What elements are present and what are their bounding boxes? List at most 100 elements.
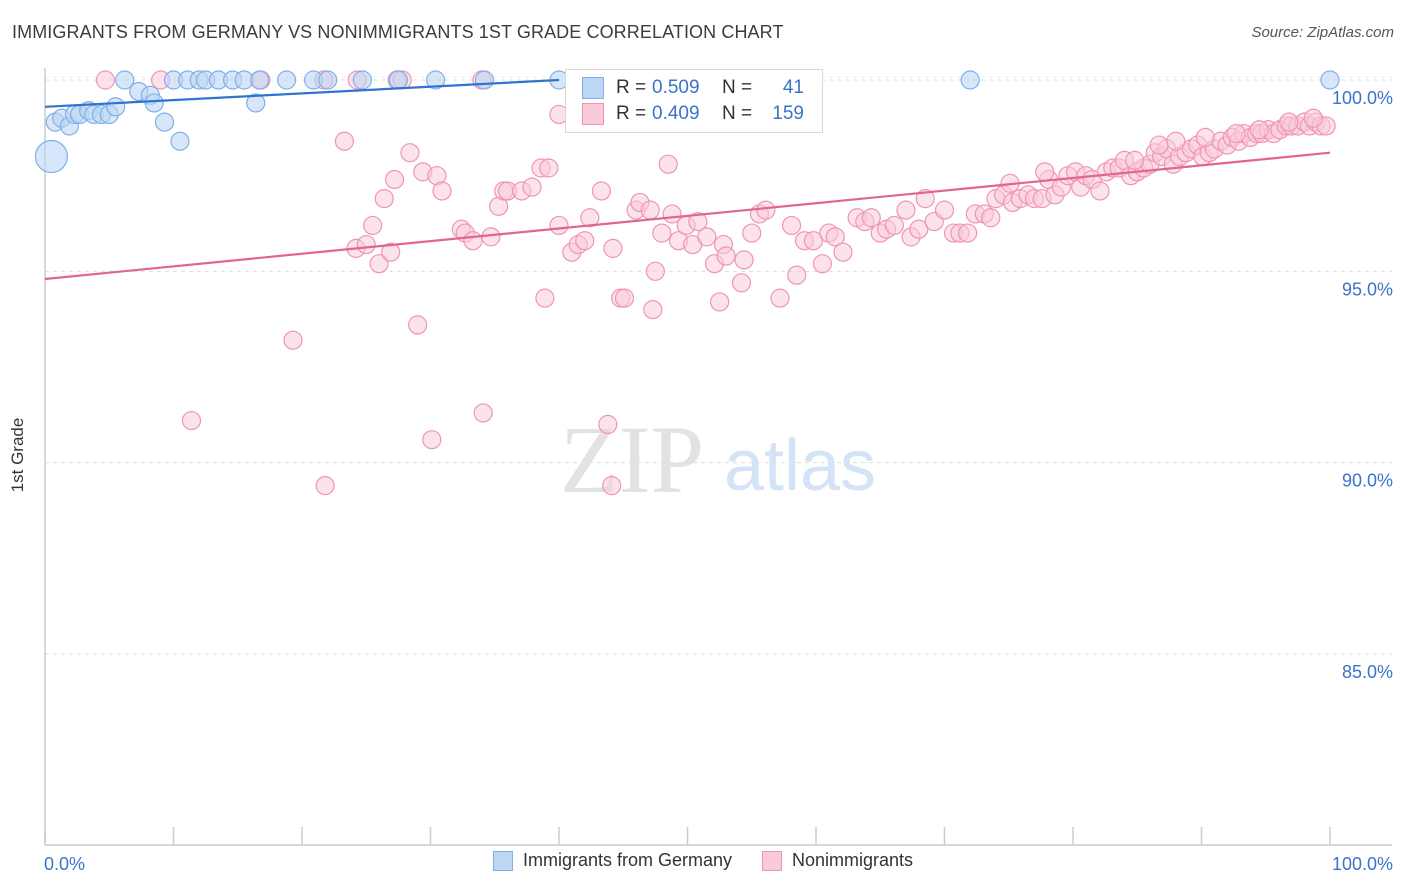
chart-title: IMMIGRANTS FROM GERMANY VS NONIMMIGRANTS… — [12, 22, 784, 42]
watermark: ZIP atlas — [560, 406, 876, 513]
r-value: 0.409 — [652, 103, 700, 124]
nonimmigrant-point — [1125, 150, 1145, 170]
nonimmigrants-points — [95, 70, 1336, 496]
immigrant-point — [115, 70, 135, 90]
nonimmigrant-point — [463, 231, 483, 251]
immigrant-point — [154, 112, 175, 132]
nonimmigrant-point — [861, 208, 881, 228]
nonimmigrant-point — [602, 476, 622, 496]
nonimmigrant-point — [422, 430, 442, 450]
nonimmigrant-point — [522, 177, 542, 197]
immigrant-point — [34, 139, 69, 174]
nonimmigrant-point — [770, 288, 790, 308]
nonimmigrant-point — [408, 315, 428, 335]
nonimmigrant-point — [598, 414, 618, 434]
immigrant-point — [960, 70, 980, 90]
nonimmigrant-point — [915, 189, 935, 209]
axes — [44, 68, 1392, 846]
legend-label: Nonimmigrants — [792, 850, 914, 870]
source-label: Source: ZipAtlas.com — [1251, 24, 1394, 41]
nonimmigrant-point — [756, 200, 776, 220]
nonimmigrant-point — [958, 223, 978, 243]
nonimmigrant-point — [473, 403, 493, 423]
nonimmigrant-point — [356, 234, 376, 255]
nonimmigrant-point — [731, 273, 752, 293]
watermark-atlas: atlas — [724, 426, 876, 506]
immigrant-point — [170, 131, 190, 151]
nonimmigrant-point — [812, 254, 833, 274]
immigrant-point — [474, 70, 495, 90]
nonimmigrant-point — [369, 254, 389, 274]
nonimmigrant-point — [384, 169, 405, 190]
legend-item-immigrants[interactable]: Immigrants from Germany — [492, 850, 732, 871]
legend: Immigrants from Germany Nonimmigrants — [0, 850, 1406, 871]
legend-swatch-pink — [762, 850, 782, 871]
nonimmigrant-point — [432, 181, 452, 201]
nonimmigrant-point — [283, 330, 303, 350]
nonimmigrants-trend-line — [44, 151, 1331, 281]
nonimmigrant-point — [658, 154, 678, 174]
immigrant-point — [144, 93, 164, 113]
nonimmigrant-point — [334, 131, 355, 151]
nonimmigrant-point — [645, 261, 665, 281]
nonimmigrant-point — [1166, 131, 1186, 151]
nonimmigrant-point — [643, 300, 663, 320]
nonimmigrant-point — [1279, 112, 1299, 132]
nonimmigrant-point — [549, 215, 569, 236]
legend-swatch-blue — [492, 850, 513, 871]
nonimmigrant-point — [575, 231, 595, 251]
nonimmigrant-point — [934, 200, 955, 220]
nonimmigrant-point — [603, 238, 623, 258]
blue-swatch — [582, 77, 604, 99]
r-label: R = — [616, 103, 647, 124]
nonimmigrant-point — [614, 288, 635, 308]
stats-row-nonimmigrants: R = 0.409 N = 159 — [582, 101, 804, 127]
r-value: 0.509 — [652, 77, 700, 98]
nonimmigrant-point — [1195, 127, 1215, 147]
nonimmigrant-point — [742, 223, 762, 243]
trend-lines — [44, 78, 1331, 281]
immigrant-point — [106, 97, 126, 117]
immigrant-point — [352, 70, 372, 90]
stats-legend: R = 0.509 N = 41 R = 0.409 N = 159 — [565, 69, 823, 133]
nonimmigrant-point — [652, 223, 672, 243]
nonimmigrant-point — [825, 227, 845, 247]
nonimmigrant-point — [181, 410, 202, 431]
nonimmigrant-point — [716, 246, 736, 266]
legend-label: Immigrants from Germany — [522, 850, 732, 870]
immigrants-points — [34, 70, 1340, 174]
nonimmigrant-point — [710, 292, 730, 312]
nonimmigrant-point — [315, 476, 335, 496]
nonimmigrant-point — [1303, 108, 1323, 128]
y-tick-label: 95.0% — [1342, 279, 1393, 299]
y-tick-label: 90.0% — [1342, 471, 1393, 491]
nonimmigrant-point — [481, 227, 501, 247]
pink-swatch — [582, 103, 604, 125]
nonimmigrant-point — [1035, 162, 1055, 182]
nonimmigrant-point — [1090, 181, 1110, 201]
n-value: 41 — [782, 77, 804, 98]
y-tick-label: 85.0% — [1342, 662, 1393, 682]
nonimmigrant-point — [909, 219, 929, 239]
n-label: N = — [722, 77, 753, 98]
nonimmigrant-point — [381, 242, 401, 262]
nonimmigrant-point — [1149, 135, 1169, 155]
nonimmigrant-point — [640, 200, 660, 220]
nonimmigrant-point — [374, 189, 394, 209]
x-tick-label: 0.0% — [44, 854, 85, 874]
immigrant-point — [426, 70, 446, 90]
nonimmigrant-point — [400, 143, 420, 163]
x-tick-label: 100.0% — [1332, 854, 1393, 874]
y-tick-label: 100.0% — [1332, 88, 1393, 108]
nonimmigrant-point — [1249, 120, 1269, 140]
watermark-zip: ZIP — [560, 406, 704, 513]
immigrant-point — [276, 70, 297, 90]
nonimmigrant-point — [580, 208, 600, 228]
legend-item-nonimmigrants[interactable]: Nonimmigrants — [762, 850, 913, 871]
nonimmigrant-point — [896, 200, 916, 220]
nonimmigrant-point — [734, 250, 754, 270]
nonimmigrant-point — [981, 208, 1001, 228]
immigrant-point — [246, 93, 266, 113]
nonimmigrant-point — [781, 215, 802, 236]
